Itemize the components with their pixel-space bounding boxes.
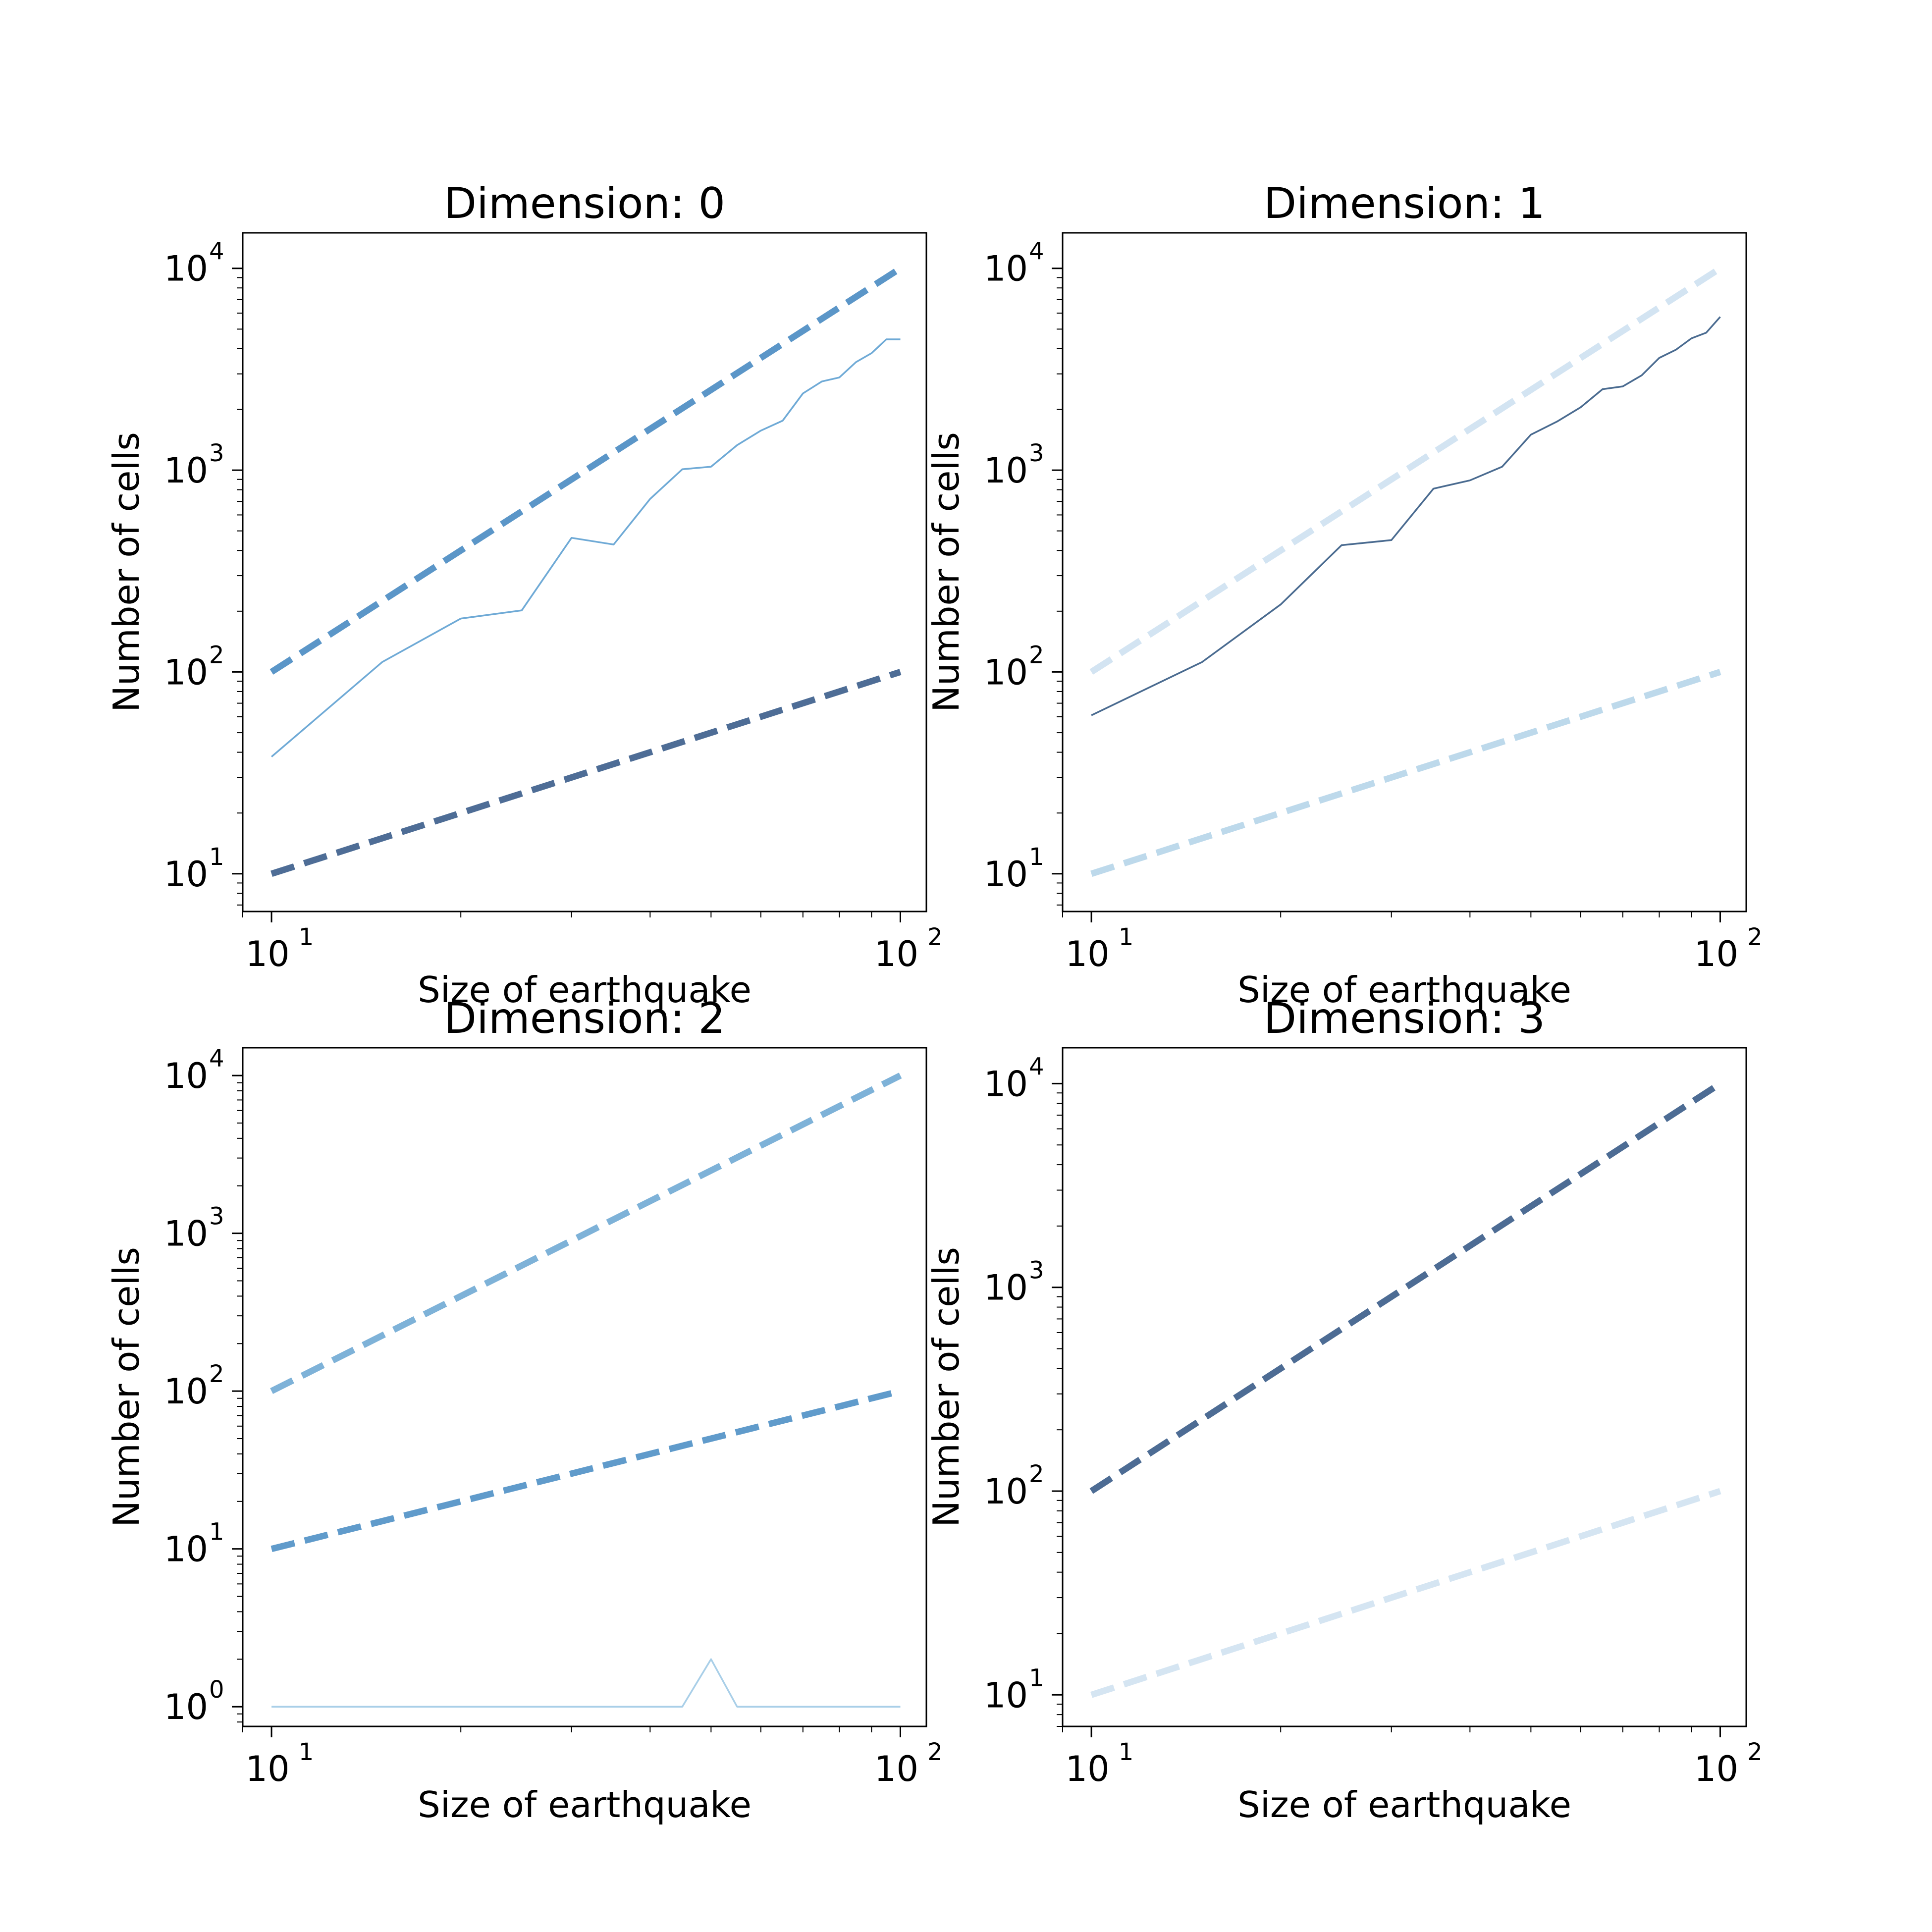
x-tick-exponent: 1	[299, 1738, 314, 1766]
y-axis-label: Number of cells	[106, 1247, 147, 1527]
y-tick-exponent: 1	[209, 1518, 224, 1546]
subplot-title: Dimension: 0	[444, 179, 725, 228]
y-tick-label: 10	[164, 1687, 208, 1727]
series-line-2	[1091, 316, 1721, 716]
x-tick-label: 10	[1694, 1749, 1738, 1789]
y-tick-label: 10	[984, 652, 1028, 693]
subplot-title: Dimension: 1	[1264, 179, 1545, 228]
y-tick-label: 10	[164, 1529, 208, 1570]
x-tick-exponent: 2	[1747, 923, 1763, 951]
series-line-0	[1089, 1080, 1722, 1494]
x-tick-label: 10	[874, 1749, 918, 1789]
axes-frame	[242, 232, 927, 912]
series-line-0	[270, 1073, 902, 1394]
y-tick-exponent: 2	[1029, 641, 1044, 669]
y-tick-label: 10	[984, 1675, 1028, 1716]
y-axis-label: Number of cells	[925, 1247, 967, 1527]
x-tick-exponent: 1	[299, 923, 314, 951]
x-axis-label: Size of earthquake	[418, 1784, 751, 1825]
y-tick-exponent: 4	[209, 1045, 224, 1073]
series-line-1	[1090, 1488, 1721, 1698]
x-tick-label: 10	[874, 934, 918, 974]
x-tick-label: 10	[1694, 934, 1738, 974]
y-tick-label: 10	[164, 854, 208, 895]
x-tick-exponent: 2	[927, 923, 943, 951]
y-tick-exponent: 4	[209, 238, 224, 266]
x-tick-exponent: 1	[1119, 923, 1134, 951]
x-tick-exponent: 2	[927, 1738, 943, 1766]
series-line-1	[270, 1388, 902, 1553]
series-line-2	[270, 338, 901, 757]
x-tick-label: 10	[1066, 934, 1110, 974]
y-tick-exponent: 2	[1029, 1460, 1044, 1488]
y-tick-label: 10	[984, 1064, 1028, 1104]
y-tick-label: 10	[984, 1471, 1028, 1512]
x-tick-exponent: 2	[1747, 1738, 1763, 1766]
x-tick-exponent: 1	[1119, 1738, 1134, 1766]
y-tick-exponent: 1	[1029, 843, 1044, 871]
x-tick-label: 10	[1066, 1749, 1110, 1789]
y-tick-label: 10	[984, 450, 1028, 491]
x-tick-label: 10	[246, 934, 290, 974]
x-axis-label: Size of earthquake	[1237, 1784, 1571, 1825]
series-line-0	[1089, 266, 1722, 675]
y-axis-label: Number of cells	[925, 432, 967, 712]
y-tick-exponent: 3	[209, 439, 224, 467]
y-tick-label: 10	[164, 1371, 208, 1412]
y-axis-label: Number of cells	[106, 432, 147, 712]
y-tick-exponent: 1	[1029, 1664, 1044, 1692]
y-tick-label: 10	[984, 249, 1028, 289]
y-tick-exponent: 3	[1029, 439, 1044, 467]
y-tick-label: 10	[984, 1268, 1028, 1308]
y-tick-exponent: 4	[1029, 1053, 1044, 1080]
axes-frame	[1062, 1047, 1747, 1727]
y-tick-label: 10	[164, 1056, 208, 1096]
x-axis-label: Size of earthquake	[418, 969, 751, 1011]
series-line-1	[270, 669, 902, 877]
y-tick-label: 10	[164, 450, 208, 491]
subplot-title: Dimension: 2	[444, 994, 725, 1043]
axes-frame	[242, 1047, 927, 1727]
series-line-0	[269, 266, 903, 675]
x-axis-label: Size of earthquake	[1237, 969, 1571, 1011]
subplot-title: Dimension: 3	[1264, 994, 1545, 1043]
y-tick-exponent: 4	[1029, 238, 1044, 266]
y-tick-exponent: 3	[1029, 1257, 1044, 1285]
y-tick-exponent: 2	[209, 641, 224, 669]
y-tick-exponent: 3	[209, 1203, 224, 1231]
y-tick-exponent: 2	[209, 1360, 224, 1388]
y-tick-label: 10	[984, 854, 1028, 895]
axes-frame	[1062, 232, 1747, 912]
y-tick-label: 10	[164, 1214, 208, 1254]
series-line-2	[271, 1658, 901, 1708]
y-tick-label: 10	[164, 652, 208, 693]
x-tick-label: 10	[246, 1749, 290, 1789]
y-tick-exponent: 1	[209, 843, 224, 871]
series-line-1	[1090, 669, 1721, 877]
y-tick-exponent: 0	[209, 1676, 224, 1704]
y-tick-label: 10	[164, 249, 208, 289]
